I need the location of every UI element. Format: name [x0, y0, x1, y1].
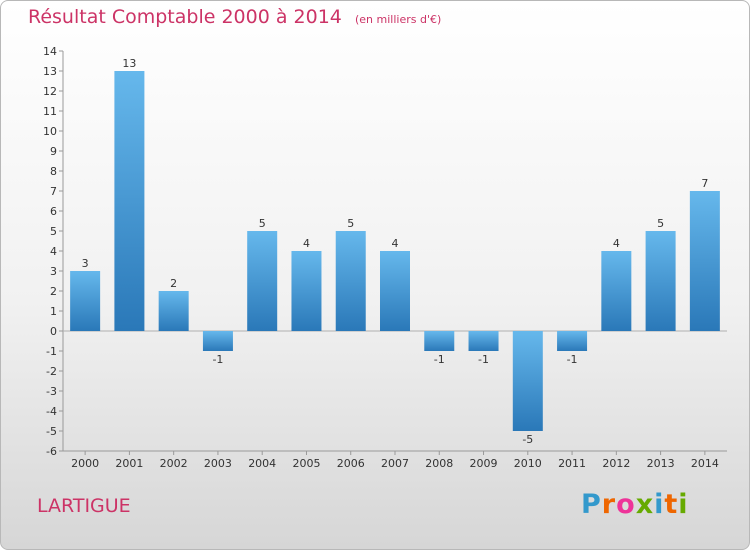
- logo-letter: r: [601, 489, 617, 520]
- y-tick-label: 2: [50, 285, 57, 298]
- bar: [689, 191, 720, 331]
- y-tick-label: 0: [50, 325, 57, 338]
- y-tick-label: -4: [46, 405, 57, 418]
- data-label: 7: [701, 177, 708, 190]
- x-tick-label: 2004: [248, 457, 276, 470]
- chart-title-text: Résultat Comptable 2000 à 2014: [28, 6, 342, 28]
- logo-letter: P: [581, 489, 602, 520]
- y-tick-label: 5: [50, 225, 57, 238]
- y-tick-label: 13: [43, 65, 57, 78]
- y-tick-label: 12: [43, 85, 57, 98]
- chart-labels: 3 13 2 -1 5 4 5 4 -1 -1 -5 -1 4 5 7: [82, 57, 709, 446]
- logo-letter: x: [635, 489, 655, 520]
- data-label: -1: [212, 353, 223, 366]
- data-label: 4: [303, 237, 310, 250]
- chart-title: Résultat Comptable 2000 à 2014 (en milli…: [28, 6, 441, 28]
- bar: [114, 71, 145, 331]
- data-label: 2: [170, 277, 177, 290]
- y-tick-label: 1: [50, 305, 57, 318]
- y-tick-label: 4: [50, 245, 57, 258]
- x-tick-label: 2000: [71, 457, 99, 470]
- data-label: -5: [522, 433, 533, 446]
- chart-unit: (en milliers d'€): [354, 13, 442, 26]
- y-tick-label: -6: [46, 445, 57, 458]
- y-tick-label: 14: [43, 45, 57, 58]
- commune-name: LARTIGUE: [37, 495, 131, 517]
- data-label: -1: [434, 353, 445, 366]
- data-label: 5: [657, 217, 664, 230]
- data-label: 4: [613, 237, 620, 250]
- logo-letter: t: [664, 489, 679, 520]
- logo-letter: i: [654, 489, 665, 520]
- y-tick-label: 3: [50, 265, 57, 278]
- x-tick-label: 2009: [470, 457, 498, 470]
- x-tick-label: 2006: [337, 457, 365, 470]
- y-tick-label: -5: [46, 425, 57, 438]
- data-label: 5: [259, 217, 266, 230]
- chart-bars: [70, 71, 720, 431]
- y-tick-label: -3: [46, 385, 57, 398]
- x-tick-label: 2005: [292, 457, 320, 470]
- x-tick-label: 2003: [204, 457, 232, 470]
- logo-letter: i: [678, 489, 689, 520]
- bar: [512, 331, 543, 431]
- bar: [468, 331, 499, 351]
- x-tick-label: 2014: [691, 457, 719, 470]
- x-tick-label: 2001: [115, 457, 143, 470]
- bar: [557, 331, 588, 351]
- y-tick-label: 11: [43, 105, 57, 118]
- data-label: -1: [567, 353, 578, 366]
- x-tick-label: 2013: [647, 457, 675, 470]
- bar: [202, 331, 233, 351]
- data-label: 5: [347, 217, 354, 230]
- bar: [424, 331, 455, 351]
- y-tick-label: -2: [46, 365, 57, 378]
- data-label: -1: [478, 353, 489, 366]
- y-tick-label: -1: [46, 345, 57, 358]
- logo-letter: o: [616, 489, 636, 520]
- bar: [247, 231, 278, 331]
- bar: [335, 231, 366, 331]
- y-tick-label: 10: [43, 125, 57, 138]
- x-tick-label: 2011: [558, 457, 586, 470]
- y-tick-label: 7: [50, 185, 57, 198]
- data-label: 13: [122, 57, 136, 70]
- bar: [158, 291, 189, 331]
- x-tick-label: 2010: [514, 457, 542, 470]
- bar: [70, 271, 101, 331]
- bar: [645, 231, 676, 331]
- x-tick-label: 2008: [425, 457, 453, 470]
- data-label: 3: [82, 257, 89, 270]
- proxiti-logo: Proxiti: [581, 489, 689, 520]
- y-tick-label: 8: [50, 165, 57, 178]
- x-tick-label: 2002: [160, 457, 188, 470]
- x-tick-label: 2012: [602, 457, 630, 470]
- x-tick-label: 2007: [381, 457, 409, 470]
- y-tick-label: 9: [50, 145, 57, 158]
- y-tick-label: 6: [50, 205, 57, 218]
- bar: [601, 251, 632, 331]
- bar: [291, 251, 322, 331]
- bar: [380, 251, 410, 331]
- data-label: 4: [392, 237, 399, 250]
